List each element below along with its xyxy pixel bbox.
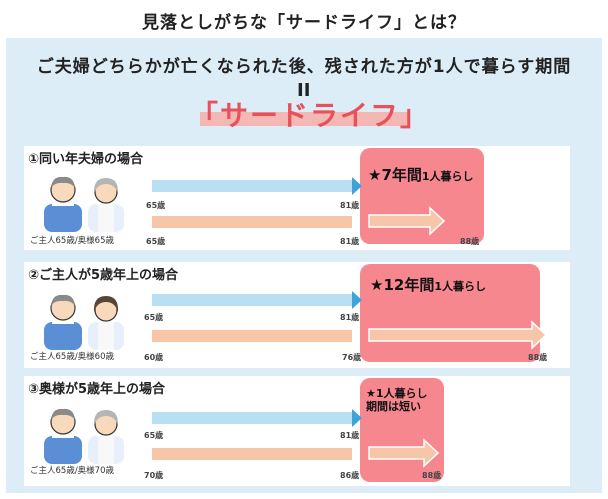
solo-period-label: ★12年間1人暮らし	[370, 276, 486, 294]
case-title: ①同い年夫婦の場合	[28, 152, 144, 167]
third-life-text: 「サードライフ」	[190, 99, 431, 132]
wife-bar	[152, 330, 352, 342]
ages-caption: ご主人65歳/奥様60歳	[30, 352, 114, 362]
wife-mid-age: 76歳	[342, 353, 362, 362]
wife-solo-arrow	[368, 206, 446, 236]
husband-bar	[152, 412, 352, 424]
wife-start-age: 70歳	[144, 471, 164, 480]
solo-period-label: ★1人暮らし 期間は短い	[366, 387, 428, 413]
wife-start-age: 60歳	[144, 353, 164, 362]
solo-period-box	[360, 378, 444, 482]
case-card-1: ①同い年夫婦の場合 ★7年間1人暮らし ご主人65歳/奥様65歳 65歳 81歳…	[24, 146, 570, 250]
wife-end-age: 88歳	[460, 237, 480, 246]
wife-end-age: 88歳	[422, 471, 442, 480]
case-card-3: ③奥様が5歳年上の場合 ★1人暮らし 期間は短い ご主人65歳/奥様70歳 65…	[24, 376, 570, 486]
couple-illustration	[44, 176, 124, 232]
page-title: 見落としがちな「サードライフ」とは？	[142, 13, 466, 33]
wife-solo-arrow	[368, 320, 548, 350]
solo-label-line2: 期間は短い	[366, 399, 421, 413]
solo-label-line1: ★1人暮らし	[366, 387, 428, 400]
husband-end-age: 81歳	[340, 201, 360, 210]
wife-bar	[152, 216, 352, 228]
wife-bar	[152, 448, 352, 460]
case-title: ②ご主人が5歳年上の場合	[28, 268, 179, 283]
ages-caption: ご主人65歳/奥様70歳	[30, 466, 114, 476]
solo-period-label: ★7年間1人暮らし	[368, 166, 474, 184]
husband-bar	[152, 180, 352, 192]
couple-illustration	[44, 408, 124, 464]
couple-illustration	[44, 294, 124, 350]
case-card-2: ②ご主人が5歳年上の場合 ★12年間1人暮らし ご主人65歳/奥様60歳 65歳…	[24, 262, 570, 368]
solo-period-box	[360, 148, 484, 244]
husband-start-age: 65歳	[144, 431, 164, 440]
husband-start-age: 65歳	[144, 313, 164, 322]
husband-arrowhead	[352, 291, 362, 309]
highlight-underline	[200, 112, 410, 126]
wife-solo-arrow	[368, 438, 440, 468]
husband-start-age: 65歳	[146, 201, 166, 210]
husband-end-age: 81歳	[340, 431, 360, 440]
solo-period-box	[360, 264, 540, 362]
husband-bar	[152, 294, 352, 306]
case-title: ③奥様が5歳年上の場合	[28, 382, 166, 397]
wife-start-age: 65歳	[146, 237, 166, 246]
wife-mid-age: 81歳	[340, 237, 360, 246]
wife-end-age: 88歳	[528, 353, 548, 362]
husband-end-age: 81歳	[340, 313, 360, 322]
husband-arrowhead	[352, 177, 362, 195]
wife-mid-age: 86歳	[340, 471, 360, 480]
ages-caption: ご主人65歳/奥様65歳	[30, 236, 114, 246]
husband-arrowhead	[352, 409, 362, 427]
equals-sign: II	[297, 80, 311, 101]
third-life-heading: 「サードライフ」	[190, 98, 428, 132]
subtitle: ご夫婦どちらかが亡くなられた後、残された方が1人で暮らす期間	[36, 57, 572, 77]
